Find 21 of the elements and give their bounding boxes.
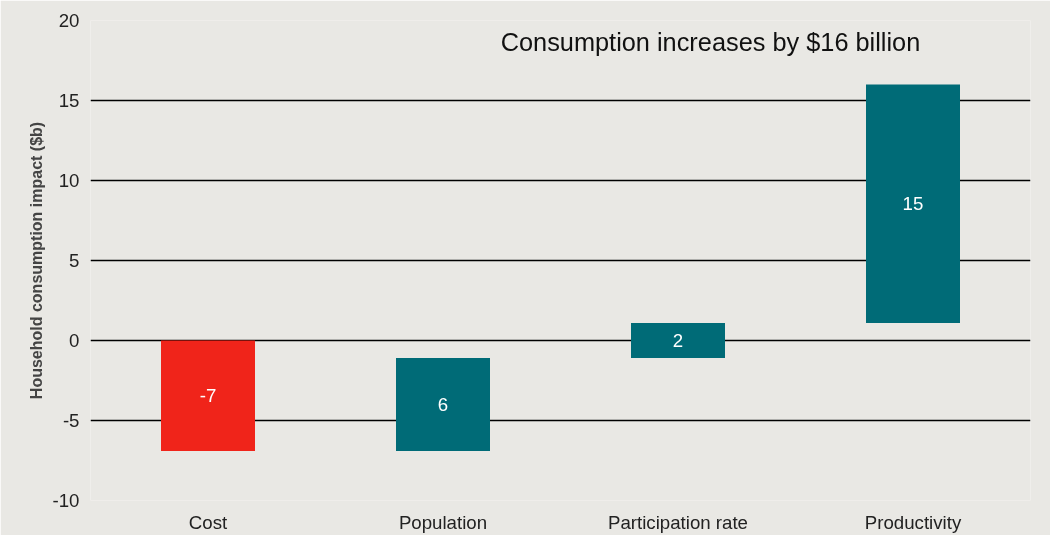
data-label: -7 bbox=[199, 385, 217, 407]
data-label: 6 bbox=[437, 394, 449, 415]
bar bbox=[631, 322, 725, 359]
y-tick-label: 10 bbox=[58, 170, 80, 191]
y-axis-title: Household consumption impact ($b) bbox=[27, 121, 45, 400]
data-label: 2 bbox=[672, 330, 684, 351]
x-tick-label: Cost bbox=[188, 511, 228, 533]
y-tick-label: -5 bbox=[62, 410, 80, 431]
x-tick-label: Participation rate bbox=[608, 511, 748, 533]
bar bbox=[866, 84, 960, 323]
annotation: Consumption increases by $16 billion bbox=[500, 27, 921, 56]
data-label: 15 bbox=[902, 193, 924, 215]
y-tick-label: -10 bbox=[52, 490, 80, 511]
x-tick-label: Productivity bbox=[864, 511, 962, 533]
y-tick-label: 0 bbox=[69, 330, 80, 351]
y-tick-label: 20 bbox=[58, 10, 80, 31]
bar bbox=[161, 340, 255, 451]
x-tick-label: Population bbox=[398, 511, 488, 533]
bar bbox=[396, 358, 490, 451]
y-tick-label: 15 bbox=[58, 90, 80, 111]
y-tick-label: 5 bbox=[69, 250, 80, 271]
